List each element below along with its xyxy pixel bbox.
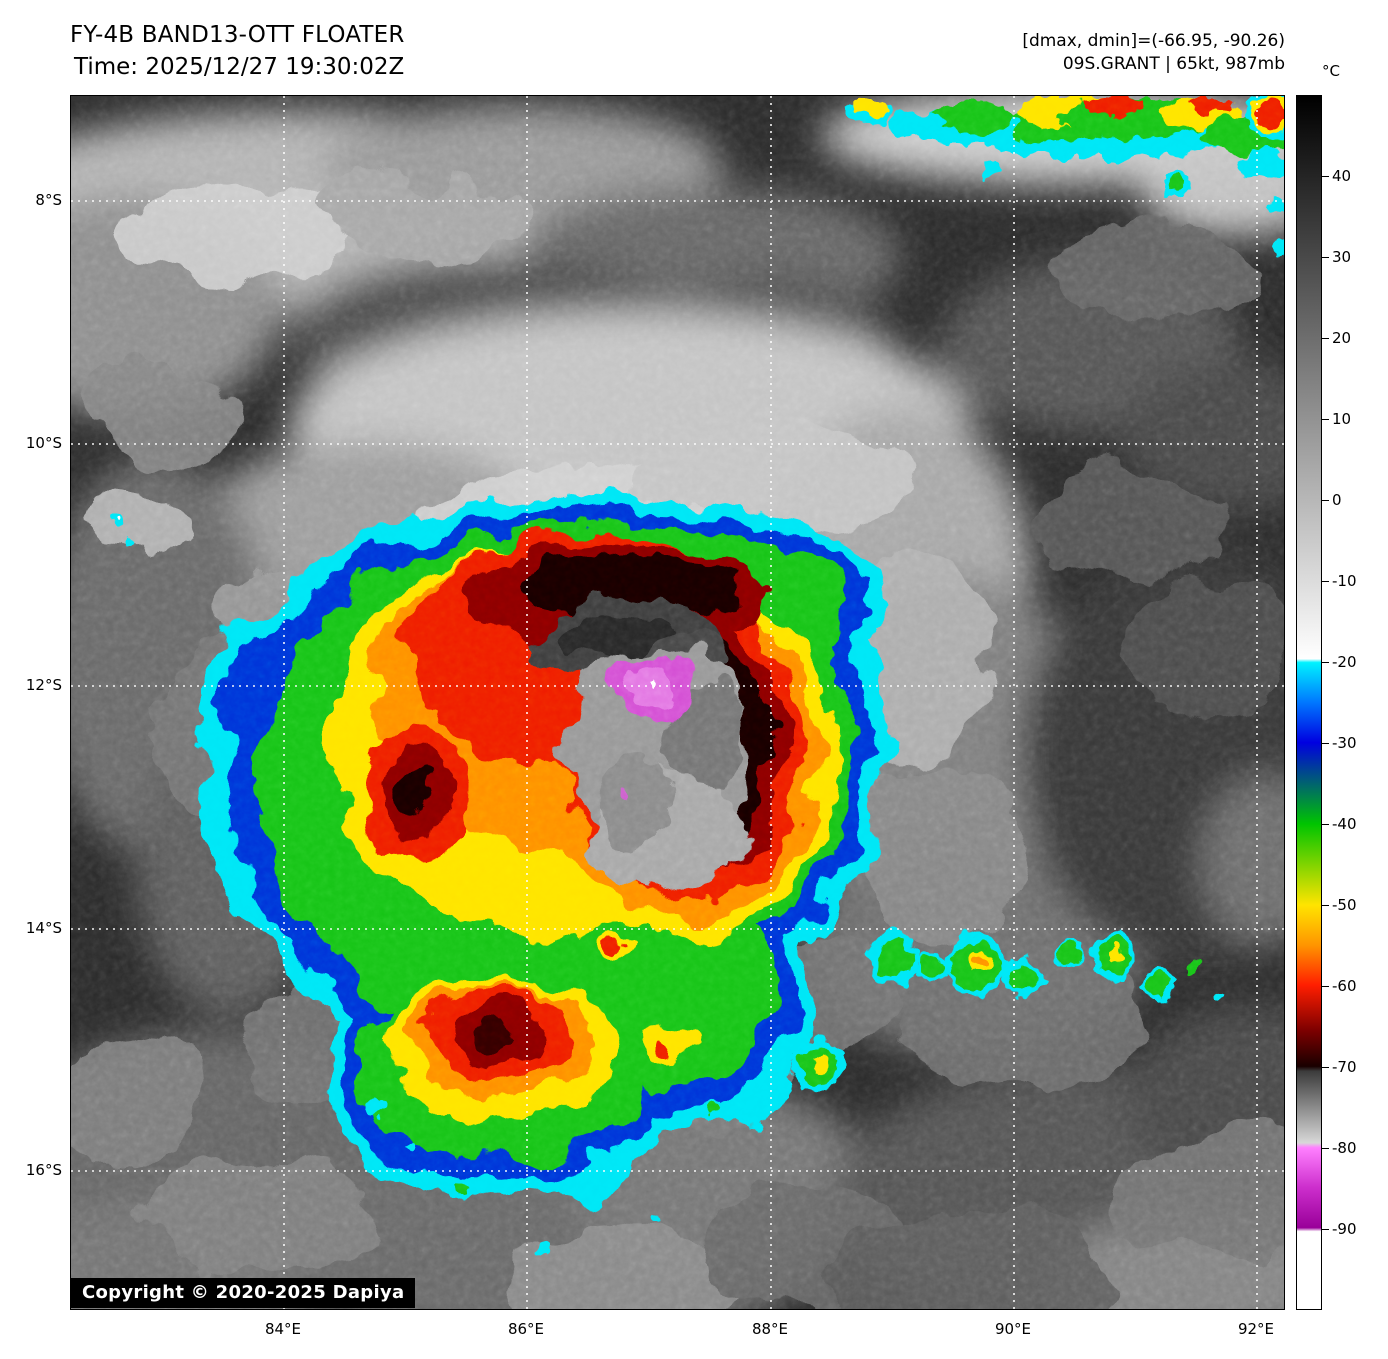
lon-label-90e: 90°E xyxy=(994,1320,1032,1338)
storm-info: 09S.GRANT | 65kt, 987mb xyxy=(1062,54,1285,74)
colorbar-tick-n80: -80 xyxy=(1322,1139,1357,1157)
lat-label-8s: 8°S xyxy=(35,191,62,209)
lon-label-84e: 84°E xyxy=(264,1320,302,1338)
copyright-badge: Copyright © 2020-2025 Dapiya xyxy=(71,1278,416,1308)
colorbar-tick-n50: -50 xyxy=(1322,896,1357,914)
lat-label-16s: 16°S xyxy=(25,1161,62,1179)
colorbar-tick-n10: -10 xyxy=(1322,572,1357,590)
colorbar-tick-n90: -90 xyxy=(1322,1220,1357,1238)
lon-label-88e: 88°E xyxy=(751,1320,789,1338)
temperature-colorbar xyxy=(1296,95,1322,1310)
colorbar-tick-n70: -70 xyxy=(1322,1058,1357,1076)
colorbar-unit-label: °C xyxy=(1322,62,1340,80)
lat-label-14s: 14°S xyxy=(25,919,62,937)
colorbar-tick-n20: -20 xyxy=(1322,653,1357,671)
colorbar-tick-0: 0 xyxy=(1322,491,1342,509)
satellite-map xyxy=(70,95,1285,1310)
colorbar-tick-10: 10 xyxy=(1321,410,1352,428)
timestamp: Time: 2025/12/27 19:30:02Z xyxy=(74,54,405,80)
lon-label-86e: 86°E xyxy=(507,1320,545,1338)
satellite-image xyxy=(71,96,1284,1309)
colorbar-tick-n40: -40 xyxy=(1322,815,1357,833)
header-readouts: [dmax, dmin]=(-66.95, -90.26) 09S.GRANT … xyxy=(1022,30,1285,76)
colorbar-tick-n30: -30 xyxy=(1322,734,1357,752)
noise-texture xyxy=(71,96,1284,1309)
colorbar-tick-n60: -60 xyxy=(1322,977,1357,995)
dmax-dmin-readout: [dmax, dmin]=(-66.95, -90.26) xyxy=(1022,31,1285,51)
product-title: FY-4B BAND13-OTT FLOATER xyxy=(70,22,405,48)
colorbar-tick-40: 40 xyxy=(1321,167,1352,185)
lat-label-12s: 12°S xyxy=(25,676,62,694)
colorbar-tick-30: 30 xyxy=(1321,248,1352,266)
lon-label-92e: 92°E xyxy=(1237,1320,1275,1338)
colorbar-tick-20: 20 xyxy=(1321,329,1352,347)
lat-label-10s: 10°S xyxy=(25,434,62,452)
